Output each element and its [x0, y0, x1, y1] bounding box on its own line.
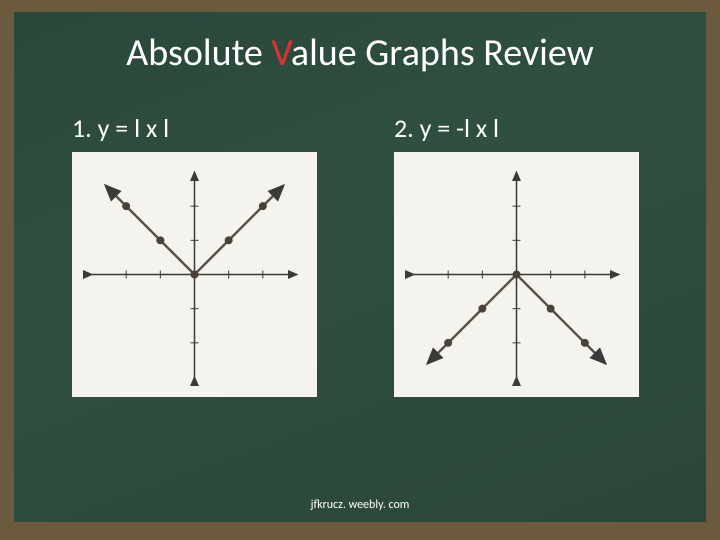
title-accent: V [271, 30, 290, 76]
graph-1-svg [72, 152, 317, 397]
title-post: alue Graphs Review [291, 30, 594, 76]
graph-1 [72, 152, 317, 397]
title-pre: Absolute [126, 30, 271, 76]
slide: Absolute Value Graphs Review 1. y = l x … [0, 0, 720, 540]
graph-2-svg [394, 152, 639, 397]
slide-title: Absolute Value Graphs Review [14, 30, 706, 76]
equation-2: 2. y = -l x l [394, 112, 499, 144]
equation-1: 1. y = l x l [72, 112, 169, 144]
graph-2 [394, 152, 639, 397]
footer-text: jfkrucz. weebly. com [14, 498, 706, 512]
chalkboard: Absolute Value Graphs Review 1. y = l x … [14, 12, 706, 522]
